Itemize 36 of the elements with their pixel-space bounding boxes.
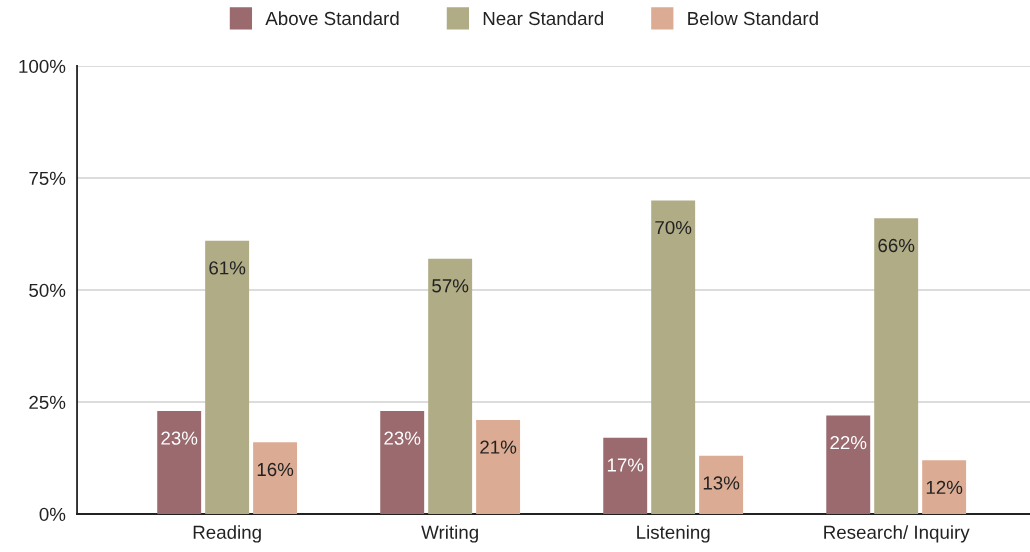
bar — [380, 410, 425, 515]
data-label: 70% — [655, 220, 692, 235]
data-label: 57% — [432, 279, 469, 293]
x-tick-label: Research/ Inquiry — [824, 525, 970, 543]
bar — [253, 442, 298, 515]
x-tick-label: Reading — [193, 525, 261, 543]
data-label: 12% — [926, 480, 963, 494]
bar — [157, 410, 202, 515]
bar — [428, 258, 473, 515]
data-label: 22% — [830, 435, 867, 450]
data-label: 17% — [607, 458, 644, 472]
bar — [874, 218, 919, 515]
bar — [476, 419, 521, 515]
y-tick-label: 50% — [29, 283, 66, 297]
legend-label: Below Standard — [688, 11, 818, 26]
bar — [922, 460, 967, 515]
data-label: 23% — [161, 431, 198, 445]
bar — [826, 415, 871, 515]
y-tick-label: 25% — [29, 395, 66, 409]
data-label: 21% — [480, 440, 517, 454]
data-label: 16% — [257, 462, 294, 477]
data-label: 66% — [878, 238, 915, 253]
data-label: 23% — [384, 431, 421, 445]
bar — [205, 240, 250, 515]
data-label: 61% — [209, 261, 246, 275]
legend-label: Near Standard — [483, 11, 603, 26]
y-tick-label: 0% — [39, 507, 66, 521]
bar — [603, 437, 648, 515]
x-tick-label: Listening — [637, 525, 710, 543]
legend-label: Above Standard — [265, 11, 399, 26]
bar — [699, 455, 744, 515]
data-label: 13% — [703, 476, 740, 490]
bar — [651, 200, 696, 515]
y-tick-label: 75% — [29, 171, 66, 185]
x-tick-label: Writing — [421, 525, 478, 543]
y-tick-label: 100% — [19, 59, 66, 73]
